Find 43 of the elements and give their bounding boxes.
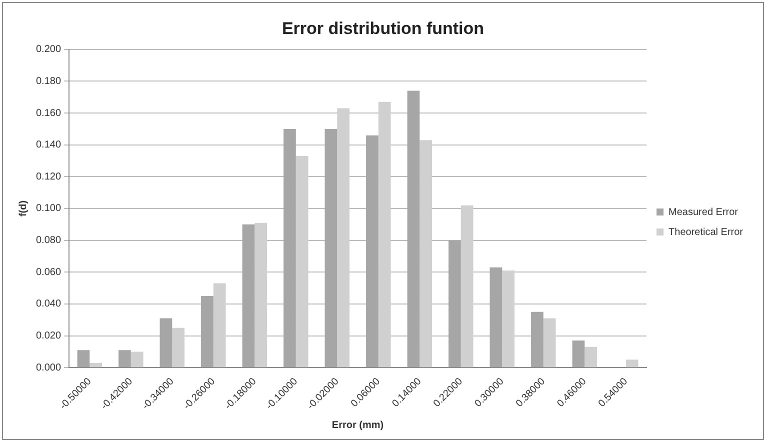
bar [378, 102, 391, 368]
bar [254, 222, 268, 368]
y-tick-label: 0.020 [36, 330, 62, 342]
y-tick-label: 0.180 [36, 76, 62, 87]
y-tick-label: 0.100 [36, 203, 62, 214]
bar [572, 340, 585, 368]
bar [490, 267, 502, 368]
bar [172, 328, 185, 368]
bar [213, 283, 226, 368]
bar [337, 108, 350, 368]
y-tick-label: 0.200 [36, 44, 62, 56]
bar [407, 90, 420, 368]
bar [366, 135, 378, 368]
bar [502, 270, 515, 368]
bar [420, 140, 432, 368]
bar [77, 350, 90, 368]
bar [460, 205, 474, 368]
bar [543, 318, 556, 368]
legend-label: Theoretical Error [668, 226, 744, 238]
bar [531, 312, 544, 368]
chart-title: Error distribution funtion [282, 18, 484, 38]
bar [90, 362, 102, 368]
bar [324, 128, 338, 368]
bar [118, 350, 131, 368]
bar [242, 224, 255, 368]
y-tick-label: 0.000 [36, 362, 62, 374]
y-tick-label: 0.060 [36, 266, 62, 278]
bar [584, 346, 598, 368]
y-tick-label: 0.120 [36, 171, 62, 182]
bar [296, 156, 308, 368]
y-tick-label: 0.140 [36, 140, 62, 151]
x-axis-title: Error (mm) [332, 420, 384, 431]
legend-label: Measured Error [668, 206, 739, 218]
bar [160, 318, 172, 368]
bar [626, 360, 638, 368]
y-tick-label: 0.080 [36, 235, 62, 246]
y-tick-label: 0.160 [36, 108, 62, 119]
bar [201, 296, 214, 368]
bar [130, 352, 144, 368]
bar [284, 128, 296, 368]
bar [448, 240, 461, 368]
y-tick-label: 0.040 [36, 298, 62, 310]
y-axis-title: f(d) [18, 200, 29, 217]
